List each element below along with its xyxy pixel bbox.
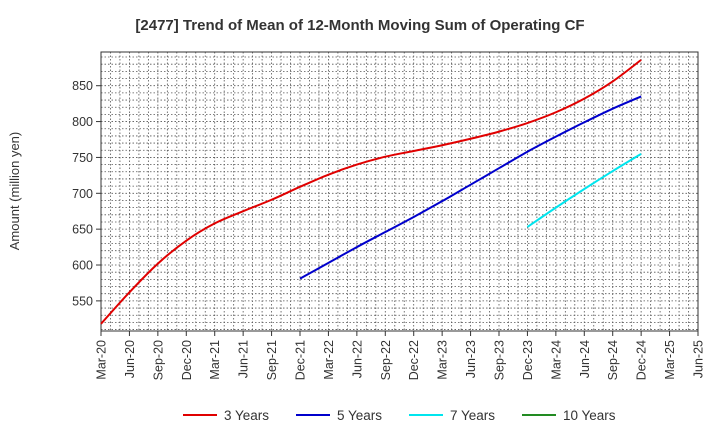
x-tick-label: Dec-22 (407, 340, 421, 380)
x-tick-label: Sep-20 (151, 340, 165, 380)
x-tick-label: Mar-21 (208, 340, 222, 380)
legend-label: 10 Years (563, 408, 616, 423)
x-tick-label: Jun-23 (464, 340, 478, 378)
y-tick-label: 850 (72, 79, 93, 93)
chart-title: [2477] Trend of Mean of 12-Month Moving … (135, 17, 584, 34)
series-line-7-years (526, 152, 642, 228)
plot-border (100, 51, 699, 332)
x-tick-label: Dec-24 (635, 340, 649, 380)
y-tick-label: 600 (72, 259, 93, 273)
x-tick-label: Jun-22 (350, 340, 364, 378)
x-tick-label: Mar-25 (663, 340, 677, 380)
x-tick-label: Mar-24 (549, 340, 563, 380)
x-tick-label: Sep-22 (379, 340, 393, 380)
x-tick-label: Sep-24 (606, 340, 620, 380)
y-tick-label: 800 (72, 115, 93, 129)
x-tick-label: Sep-23 (493, 340, 507, 380)
x-tick-label: Jun-21 (237, 340, 251, 378)
legend-label: 7 Years (450, 408, 495, 423)
legend-label: 5 Years (337, 408, 382, 423)
x-tick-label: Jun-24 (578, 340, 592, 378)
legend-label: 3 Years (224, 408, 269, 423)
y-tick-label: 650 (72, 223, 93, 237)
y-tick-label: 550 (72, 294, 93, 308)
x-tick-label: Dec-23 (521, 340, 535, 380)
x-tick-label: Mar-20 (95, 340, 109, 380)
legend: 3 Years 5 Years 7 Years 10 Years (183, 408, 616, 423)
x-tick-label: Dec-20 (180, 340, 194, 380)
y-axis-label: Amount (million yen) (7, 132, 22, 251)
x-tick-label: Sep-21 (265, 340, 279, 380)
y-tick-label: 750 (72, 151, 93, 165)
x-tick-label: Jun-25 (692, 340, 706, 378)
y-tick-label: 700 (72, 187, 93, 201)
x-tick-label: Dec-21 (294, 340, 308, 380)
series-line-3-years (100, 59, 642, 325)
x-tick-label: Jun-20 (123, 340, 137, 378)
x-tick-label: Mar-23 (436, 340, 450, 380)
x-tick-label: Mar-22 (322, 340, 336, 380)
plot-area: 550 600 650 700 750 800 850 Mar-20 Jun-20 Sep-20 D… (72, 51, 706, 380)
series-line-5-years (299, 95, 642, 280)
